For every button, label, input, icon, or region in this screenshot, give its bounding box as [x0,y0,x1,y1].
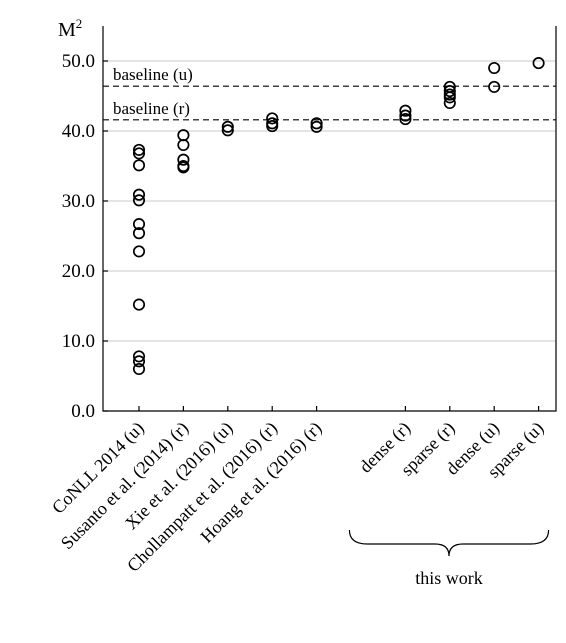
data-point [221,120,234,133]
data-point [132,188,146,201]
axis-layer [102,26,557,557]
y-tick-label: 50.0 [62,51,95,72]
this-work-brace [348,529,550,557]
data-point [132,245,146,258]
data-point [443,96,456,110]
y-tick-label: 0.0 [71,401,95,422]
data-point [132,159,146,172]
y-tick-label: 30.0 [62,191,95,212]
data-point [266,112,279,125]
y-tick-label: 10.0 [62,331,95,352]
data-point [132,298,146,311]
data-point [132,218,146,231]
baseline-layer [103,85,556,121]
data-point [177,129,190,142]
data-point [177,161,190,174]
data-point [488,61,501,75]
baseline-label: baseline (r) [113,99,190,118]
data-point [132,194,146,207]
data-point [177,153,190,166]
y-tick-label: 40.0 [62,121,95,142]
data-point [399,104,412,117]
data-point [443,85,456,98]
baseline-label: baseline (u) [113,65,193,84]
data-point [266,120,279,133]
data-point [132,362,146,376]
data-point [132,147,146,160]
data-point [177,138,190,152]
points-layer [132,57,545,376]
data-point [132,355,146,368]
data-point [132,143,146,156]
label-layer: 0.0 10.0 20.0 30.0 40.0 50.0 baseline (u) basel… [48,51,548,588]
axis-frame [102,26,557,412]
data-point [443,91,456,104]
y-axis-label: M2 [58,16,82,41]
data-point [399,113,412,126]
brace-label: this work [415,568,483,588]
y-tick-label: 20.0 [62,261,95,282]
data-point [488,80,501,93]
data-point [132,350,146,363]
data-point [532,57,545,70]
data-point [399,109,412,122]
data-point [310,117,323,130]
data-point [221,124,234,137]
data-point [132,227,146,240]
data-point [310,120,323,133]
